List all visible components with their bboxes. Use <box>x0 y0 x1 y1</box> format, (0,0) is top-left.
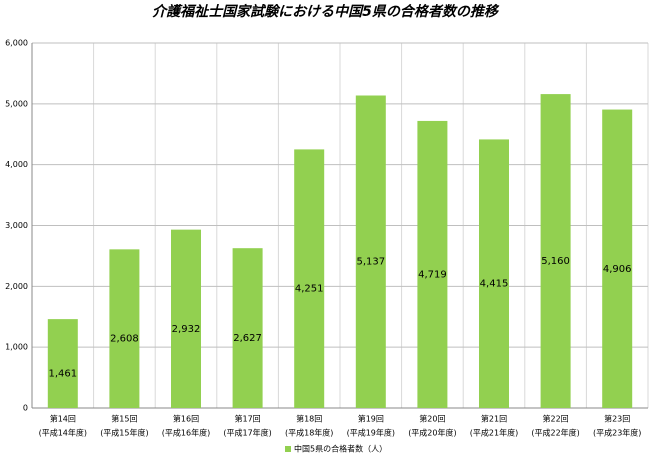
x-tick-label: 第21回 <box>481 414 507 424</box>
bar <box>417 120 448 409</box>
data-label: 5,160 <box>541 256 570 267</box>
y-tick-label: 1,000 <box>5 343 28 352</box>
data-label: 4,906 <box>603 264 632 275</box>
bar <box>540 94 571 408</box>
x-tick-label: (平成23年度) <box>593 428 641 438</box>
y-tick-label: 5,000 <box>5 99 28 108</box>
bar <box>232 248 263 408</box>
data-label: 2,627 <box>233 333 262 344</box>
data-label: 4,719 <box>418 269 447 280</box>
data-label: 2,608 <box>110 334 139 345</box>
bar <box>109 249 140 408</box>
data-label: 4,415 <box>480 279 509 290</box>
x-tick-label: 第19回 <box>358 414 384 424</box>
y-tick-label: 0 <box>23 404 28 413</box>
legend-label: 中国5県の合格者数（人） <box>294 444 387 454</box>
x-tick-label: (平成20年度) <box>408 428 456 438</box>
x-tick-label: 第22回 <box>543 414 569 424</box>
x-tick-label: (平成18年度) <box>285 428 333 438</box>
x-tick-label: (平成16年度) <box>162 428 210 438</box>
y-tick-label: 4,000 <box>5 160 28 169</box>
bar <box>602 109 633 408</box>
x-tick-label: (平成15年度) <box>100 428 148 438</box>
x-tick-label: 第14回 <box>50 414 76 424</box>
x-tick-label: (平成17年度) <box>223 428 271 438</box>
y-tick-label: 2,000 <box>5 282 28 291</box>
data-label: 5,137 <box>356 257 385 268</box>
x-tick-label: 第18回 <box>296 414 322 424</box>
bar <box>171 229 201 408</box>
x-tick-label: (平成22年度) <box>531 428 579 438</box>
legend-swatch <box>285 446 291 452</box>
bar <box>355 95 386 408</box>
y-tick-label: 6,000 <box>5 39 28 48</box>
bar <box>479 139 509 408</box>
x-tick-label: 第15回 <box>111 414 137 424</box>
data-label: 1,461 <box>48 369 77 380</box>
x-tick-label: 第17回 <box>235 414 261 424</box>
data-label: 2,932 <box>172 324 201 335</box>
x-tick-label: (平成21年度) <box>470 428 518 438</box>
x-tick-label: 第16回 <box>173 414 199 424</box>
x-tick-label: (平成14年度) <box>39 428 87 438</box>
x-tick-label: 第20回 <box>419 414 445 424</box>
chart-title: 介護福祉士国家試験における中国5県の合格者数の推移 <box>152 3 500 20</box>
y-tick-label: 3,000 <box>5 221 28 230</box>
data-label: 4,251 <box>295 284 324 295</box>
x-tick-label: 第23回 <box>604 414 630 424</box>
bar <box>47 319 78 408</box>
x-tick-label: (平成19年度) <box>347 428 395 438</box>
bar <box>294 149 325 408</box>
